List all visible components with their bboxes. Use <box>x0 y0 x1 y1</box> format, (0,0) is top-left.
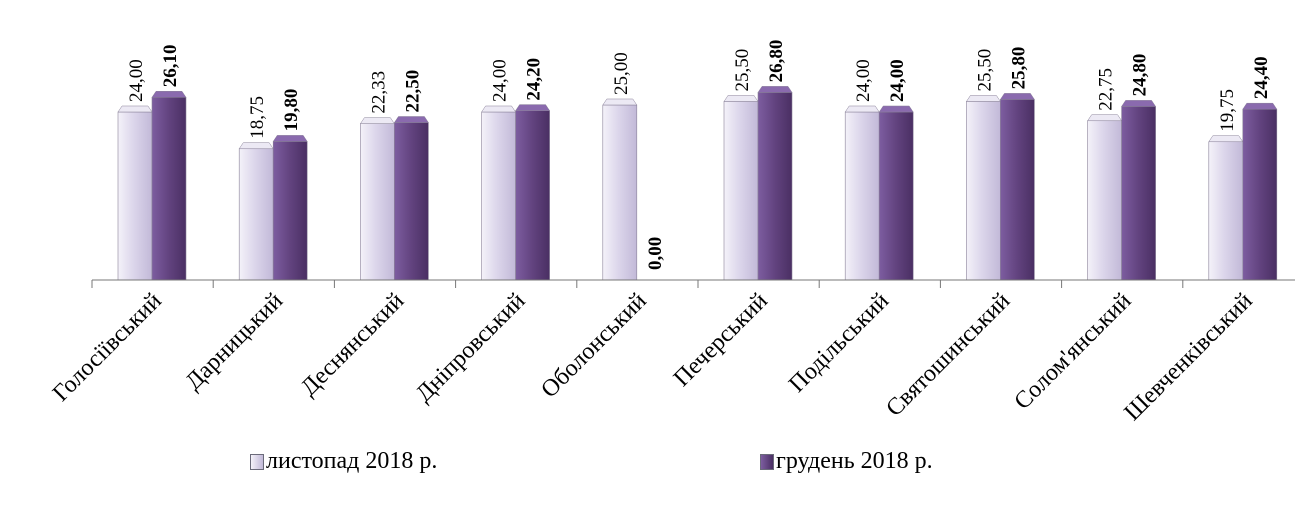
bar-series-1 <box>1208 135 1244 281</box>
bar-series-1-body <box>117 111 153 281</box>
legend-item-series-1: листопад 2018 р. <box>250 448 437 475</box>
data-label-series-2: 19,80 <box>281 89 302 132</box>
bar-series-1-top <box>359 117 395 124</box>
category-label: Дарницький <box>181 288 288 395</box>
bar-series-2 <box>151 91 187 281</box>
bar-series-1-body <box>844 111 880 281</box>
bar-series-1-body <box>1208 141 1244 281</box>
bar-series-2 <box>272 135 308 281</box>
bar-series-1 <box>481 105 517 281</box>
bar-series-1-top <box>844 105 880 113</box>
bar-series-2-body <box>1121 106 1156 281</box>
bar-series-1-body <box>481 111 516 281</box>
bar-series-1 <box>965 95 1001 281</box>
bars-layer <box>117 86 1278 281</box>
data-labels-layer: 24,00 26,10 18,75 19,80 22,33 22,50 24,00 24,20… <box>126 40 1272 270</box>
data-label-series-2: 25,80 <box>1008 47 1029 90</box>
category-label: Солом'янський <box>1009 288 1136 415</box>
bar-series-2-body <box>272 141 308 281</box>
bar-series-1-body <box>360 123 395 281</box>
data-label-series-1: 24,00 <box>126 59 147 102</box>
data-label-series-2: 0,00 <box>645 237 666 270</box>
legend-label-series-2: грудень 2018 р. <box>776 448 933 474</box>
data-label-series-2: 24,80 <box>1130 54 1151 97</box>
data-label-series-2: 26,10 <box>160 45 181 88</box>
bar-series-2-top <box>878 105 914 113</box>
bar-series-2 <box>1242 102 1278 281</box>
data-label-series-1: 25,00 <box>611 52 632 95</box>
category-label: Подільський <box>784 288 894 398</box>
bar-series-2-top <box>272 135 308 142</box>
bar-series-1-body <box>238 148 274 281</box>
data-label-series-1: 25,50 <box>974 49 995 92</box>
category-label: Шевченківський <box>1120 288 1258 426</box>
legend-label-series-1: листопад 2018 р. <box>266 448 438 474</box>
bar-series-1-top <box>602 98 638 106</box>
bar-series-1 <box>723 95 759 281</box>
bar-series-1-top <box>238 142 274 149</box>
data-label-series-1: 24,00 <box>853 59 874 102</box>
bar-series-2-top <box>1121 100 1157 107</box>
bar-series-2 <box>999 93 1035 281</box>
data-label-series-2: 22,50 <box>402 70 423 113</box>
bar-series-1 <box>844 105 880 281</box>
bar-series-1 <box>602 98 638 281</box>
data-label-series-2: 24,20 <box>524 58 545 101</box>
bar-series-1 <box>117 105 153 281</box>
data-label-series-1: 25,50 <box>732 49 753 92</box>
data-label-series-2: 24,00 <box>887 59 908 102</box>
bar-series-2-top <box>151 91 187 98</box>
bar-series-2-body <box>394 122 429 281</box>
bar-series-1-body <box>602 104 638 281</box>
data-label-series-2: 24,40 <box>1251 56 1272 99</box>
bar-series-2 <box>515 104 551 281</box>
category-label: Дніпровський <box>411 288 531 408</box>
data-label-series-1: 24,00 <box>490 59 511 102</box>
legend-swatch-series-2 <box>760 453 774 470</box>
bar-series-2-body <box>878 111 914 281</box>
category-label: Деснянський <box>296 288 409 401</box>
bar-series-1-body <box>1087 120 1122 281</box>
bar-series-2 <box>1121 100 1157 281</box>
data-label-series-1: 18,75 <box>247 96 268 139</box>
category-label: Оболонський <box>536 288 651 403</box>
category-label: Голосіївський <box>48 288 167 407</box>
bar-series-1-top <box>965 95 1001 102</box>
bar-series-1-top <box>723 95 759 102</box>
legend-swatch-series-1 <box>250 453 264 470</box>
x-axis <box>91 279 1295 288</box>
category-label: Печерський <box>669 288 773 392</box>
legend: листопад 2018 р. грудень 2018 р. <box>0 448 1295 488</box>
category-label: Святошинський <box>881 288 1015 422</box>
bar-series-1 <box>359 117 395 281</box>
bar-series-2-top <box>1242 102 1278 110</box>
bar-series-1-top <box>1087 114 1123 121</box>
bar-series-1-body <box>723 101 759 281</box>
bar-series-2-top <box>393 116 429 123</box>
bar-series-1-top <box>481 105 517 113</box>
data-label-series-1: 19,75 <box>1217 89 1238 132</box>
bar-series-1 <box>1087 114 1123 281</box>
legend-item-series-2: грудень 2018 р. <box>760 448 933 475</box>
data-label-series-2: 26,80 <box>766 40 787 83</box>
data-label-series-1: 22,33 <box>368 71 389 114</box>
bar-series-2-top <box>999 93 1035 100</box>
bar-series-2-top <box>757 86 793 93</box>
bar-series-2-body <box>757 92 793 281</box>
bar-series-2-top <box>515 104 551 111</box>
bar-series-2-body <box>151 96 187 281</box>
bar-series-2 <box>757 86 793 281</box>
bar-series-2 <box>393 116 429 281</box>
bar-series-2-body <box>1242 108 1278 281</box>
data-label-series-1: 22,75 <box>1096 68 1117 111</box>
bar-series-1 <box>238 142 274 281</box>
bar-series-2-body <box>515 110 550 281</box>
bar-series-1-body <box>966 101 1001 281</box>
bar-series-2-body <box>1000 99 1035 281</box>
bar-series-1-top <box>1208 135 1244 142</box>
category-labels-layer: Голосіївський Дарницький Деснянський Дніпро… <box>48 288 1258 426</box>
bar-series-1-top <box>117 105 153 113</box>
bar-series-2 <box>878 105 914 281</box>
